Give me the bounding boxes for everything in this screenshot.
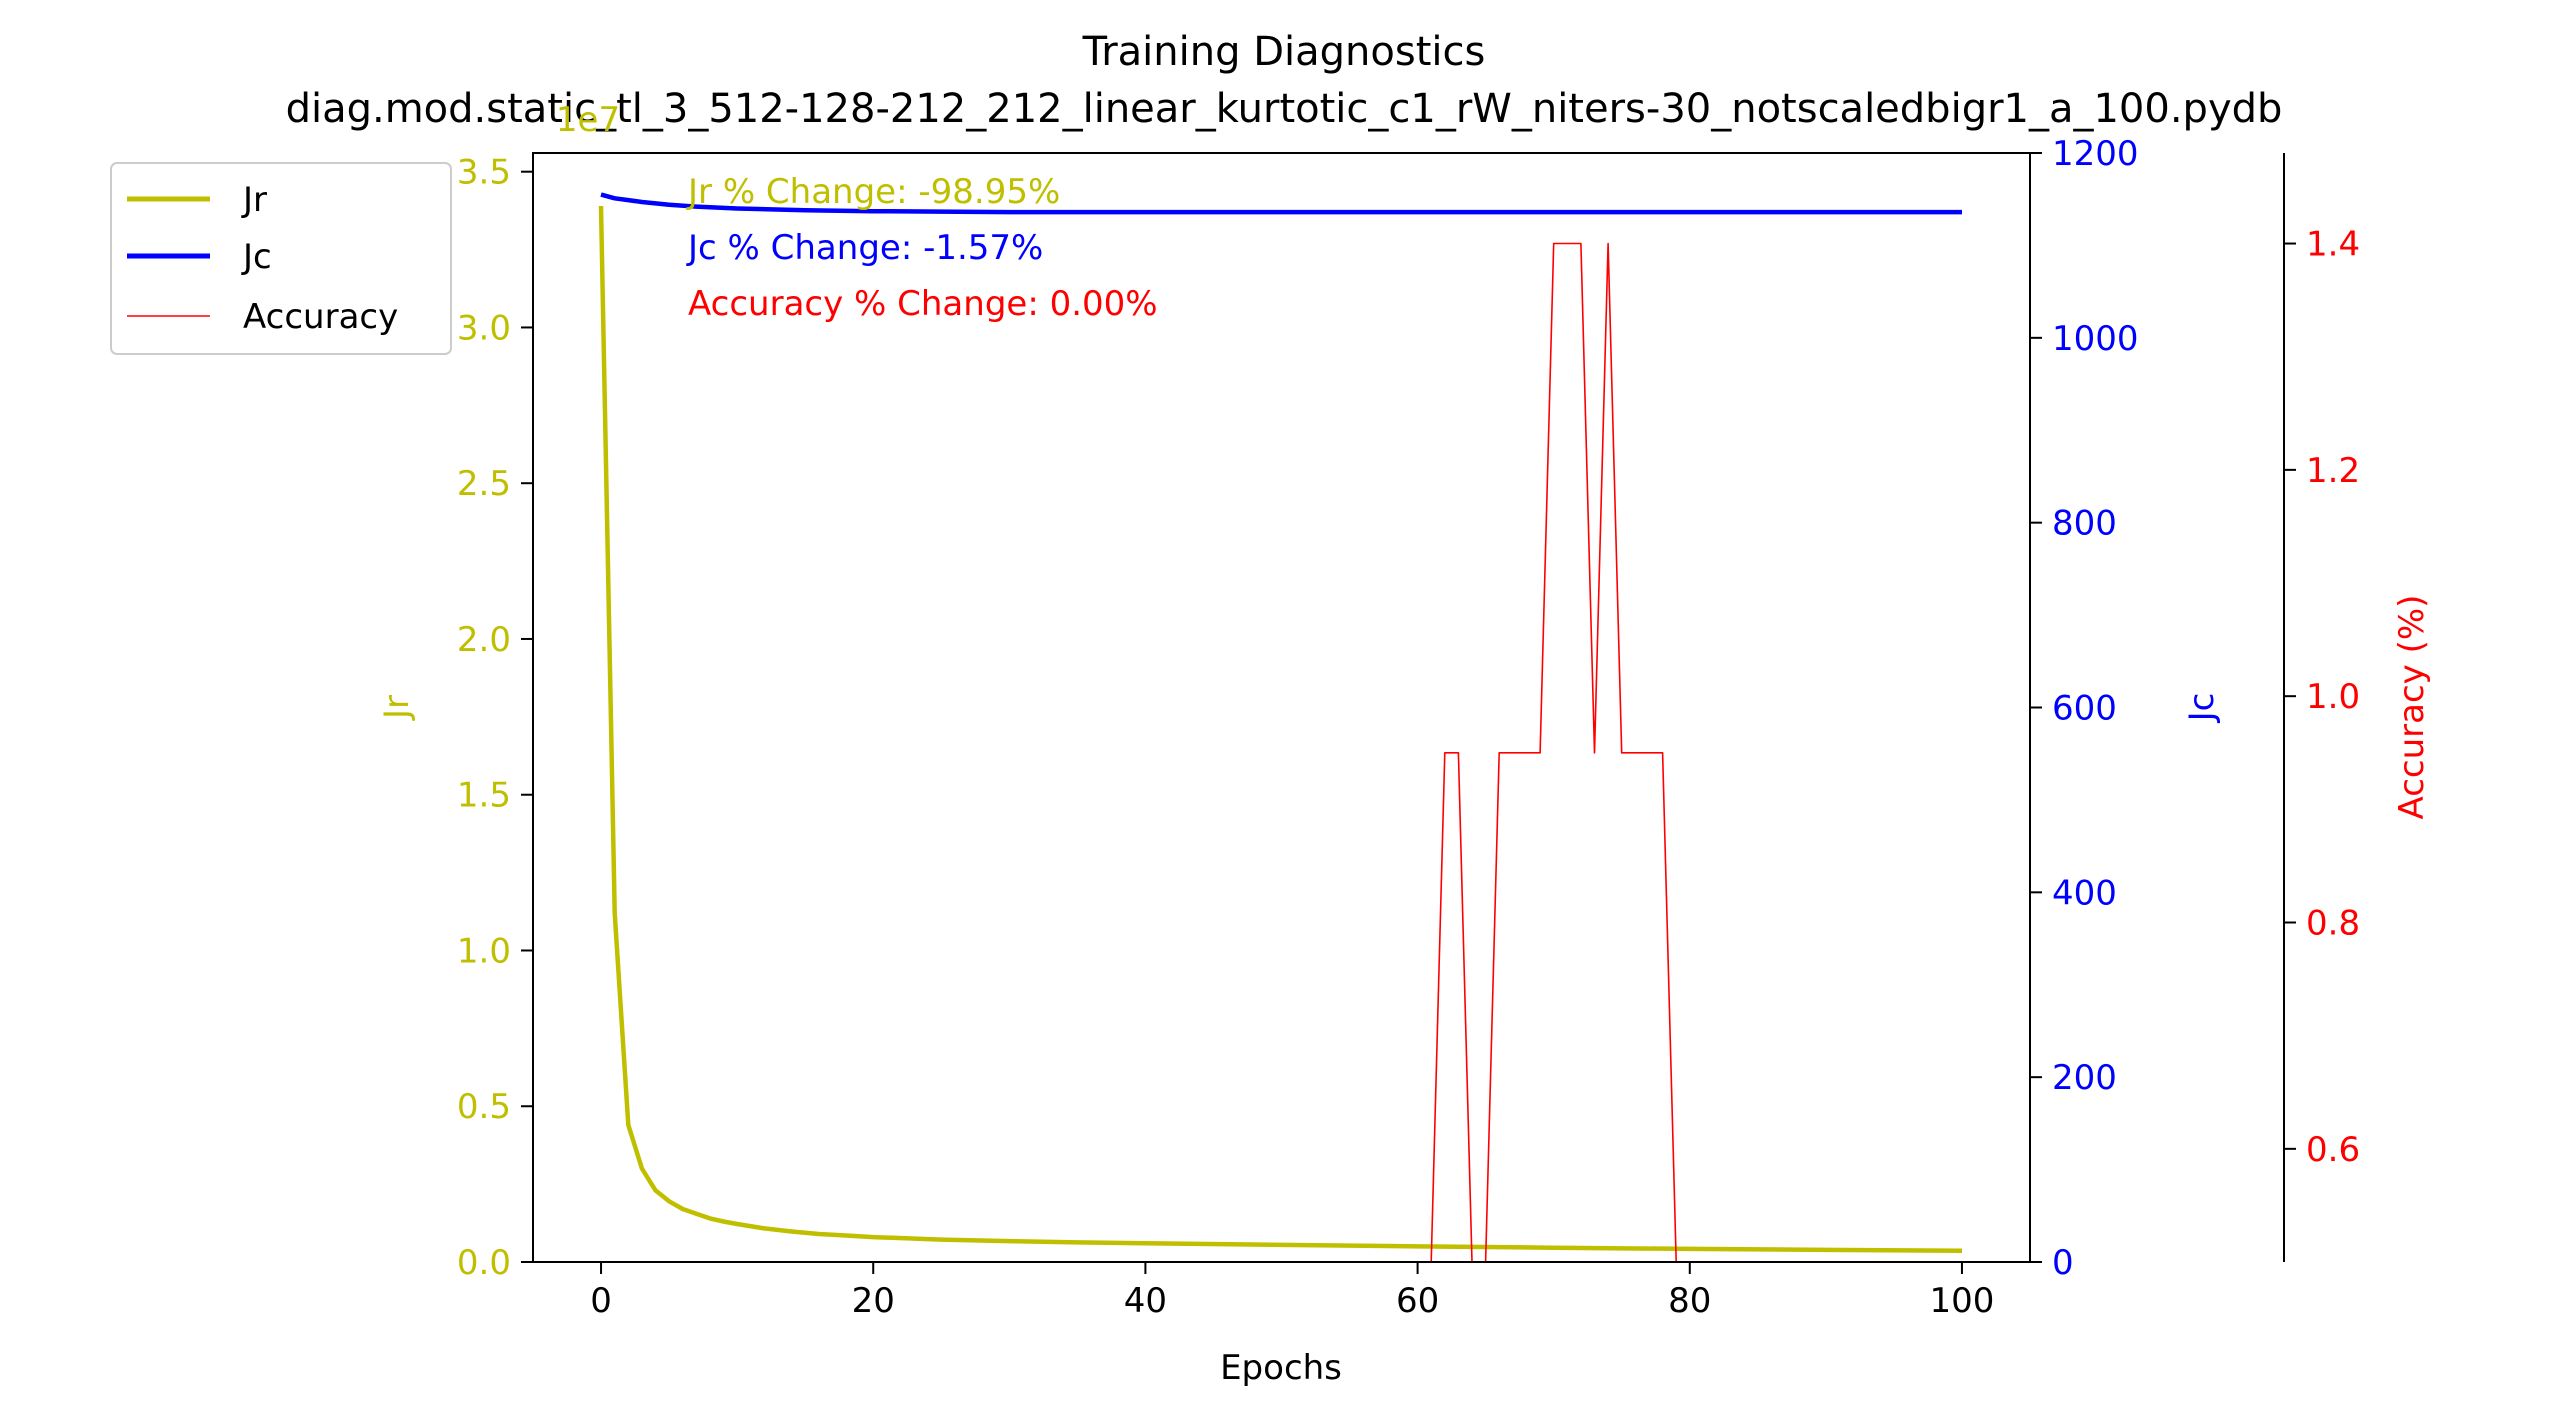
series-line-accuracy — [1430, 242, 1677, 1263]
jr-tick-label: 3.0 — [457, 308, 511, 348]
accuracy-tick-label: 0.8 — [2306, 904, 2360, 944]
x-tick-label: 80 — [1668, 1281, 1711, 1321]
jc-tick-label: 1000 — [2052, 319, 2139, 359]
jr-tick-label: 2.0 — [457, 620, 511, 660]
jr-tick-label: 1.5 — [457, 776, 511, 816]
legend-label-jr: Jr — [241, 180, 267, 220]
jr-offset-text: 1e7 — [556, 100, 620, 140]
jc-tick-label: 800 — [2052, 504, 2117, 544]
series-line-jr — [598, 205, 1963, 1254]
x-tick-label: 20 — [852, 1281, 895, 1321]
accuracy-tick-label: 1.0 — [2306, 677, 2360, 717]
jr-tick-label: 2.5 — [457, 464, 511, 504]
accuracy-tick-label: 1.4 — [2306, 225, 2360, 265]
jc-tick-label: 1200 — [2052, 134, 2139, 174]
series-line-jc — [600, 192, 1962, 215]
jc-tick-label: 600 — [2052, 689, 2117, 729]
legend: Jr Jc Accuracy — [110, 162, 452, 355]
jr-tick-label: 0.5 — [457, 1087, 511, 1127]
annotation-2: Accuracy % Change: 0.00% — [688, 284, 1158, 324]
jr-tick-label: 0.0 — [457, 1243, 511, 1283]
chart-subtitle: diag.mod.static_tl_3_512-128-212_212_lin… — [286, 86, 2283, 132]
jc-tick-label: 0 — [2052, 1243, 2074, 1283]
jr-tick-label: 3.5 — [457, 153, 511, 193]
chart-title: Training Diagnostics — [1082, 29, 1486, 75]
x-axis-label: Epochs — [1220, 1348, 1342, 1388]
x-tick-label: 0 — [590, 1281, 612, 1321]
legend-box — [110, 162, 452, 355]
annotation-0: Jr % Change: -98.95% — [686, 172, 1060, 212]
accuracy-tick-label: 1.2 — [2306, 451, 2360, 491]
x-tick-label: 60 — [1396, 1281, 1439, 1321]
legend-label-accuracy: Accuracy — [243, 297, 398, 337]
jr-axis-label: Jr — [377, 695, 417, 721]
jc-axis-label: Jc — [2182, 693, 2222, 724]
jc-tick-label: 400 — [2052, 873, 2117, 913]
x-tick-label: 100 — [1930, 1281, 1995, 1321]
accuracy-axis-label: Accuracy (%) — [2392, 595, 2432, 820]
x-tick-label: 40 — [1124, 1281, 1167, 1321]
annotation-1: Jc % Change: -1.57% — [686, 228, 1043, 268]
accuracy-tick-label: 0.6 — [2306, 1130, 2360, 1170]
jr-tick-label: 1.0 — [457, 931, 511, 971]
legend-label-jc: Jc — [241, 237, 272, 277]
jc-tick-label: 200 — [2052, 1058, 2117, 1098]
